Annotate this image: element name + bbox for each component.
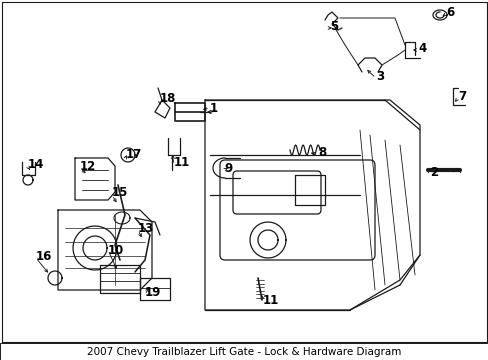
Text: 6: 6 [445, 5, 453, 18]
Text: 1: 1 [209, 102, 218, 114]
Text: 7: 7 [457, 90, 465, 103]
Bar [0, 343, 488, 360]
Text: 19: 19 [145, 287, 161, 300]
Text: 16: 16 [36, 249, 52, 262]
Text: 11: 11 [263, 293, 279, 306]
Text: 13: 13 [138, 221, 154, 234]
Text: 2007 Chevy Trailblazer Lift Gate - Lock & Hardware Diagram: 2007 Chevy Trailblazer Lift Gate - Lock … [87, 347, 400, 357]
Text: 10: 10 [108, 243, 124, 256]
Text: 4: 4 [417, 41, 426, 54]
Text: 5: 5 [329, 19, 338, 32]
Text: 12: 12 [80, 159, 96, 172]
Text: 11: 11 [174, 157, 190, 170]
Text: 3: 3 [375, 69, 384, 82]
Text: 2: 2 [429, 166, 437, 179]
Text: 18: 18 [160, 91, 176, 104]
Text: 8: 8 [317, 147, 325, 159]
Text: 14: 14 [28, 158, 44, 171]
Text: 17: 17 [126, 148, 142, 162]
Text: 9: 9 [224, 162, 232, 175]
Text: 15: 15 [112, 186, 128, 199]
